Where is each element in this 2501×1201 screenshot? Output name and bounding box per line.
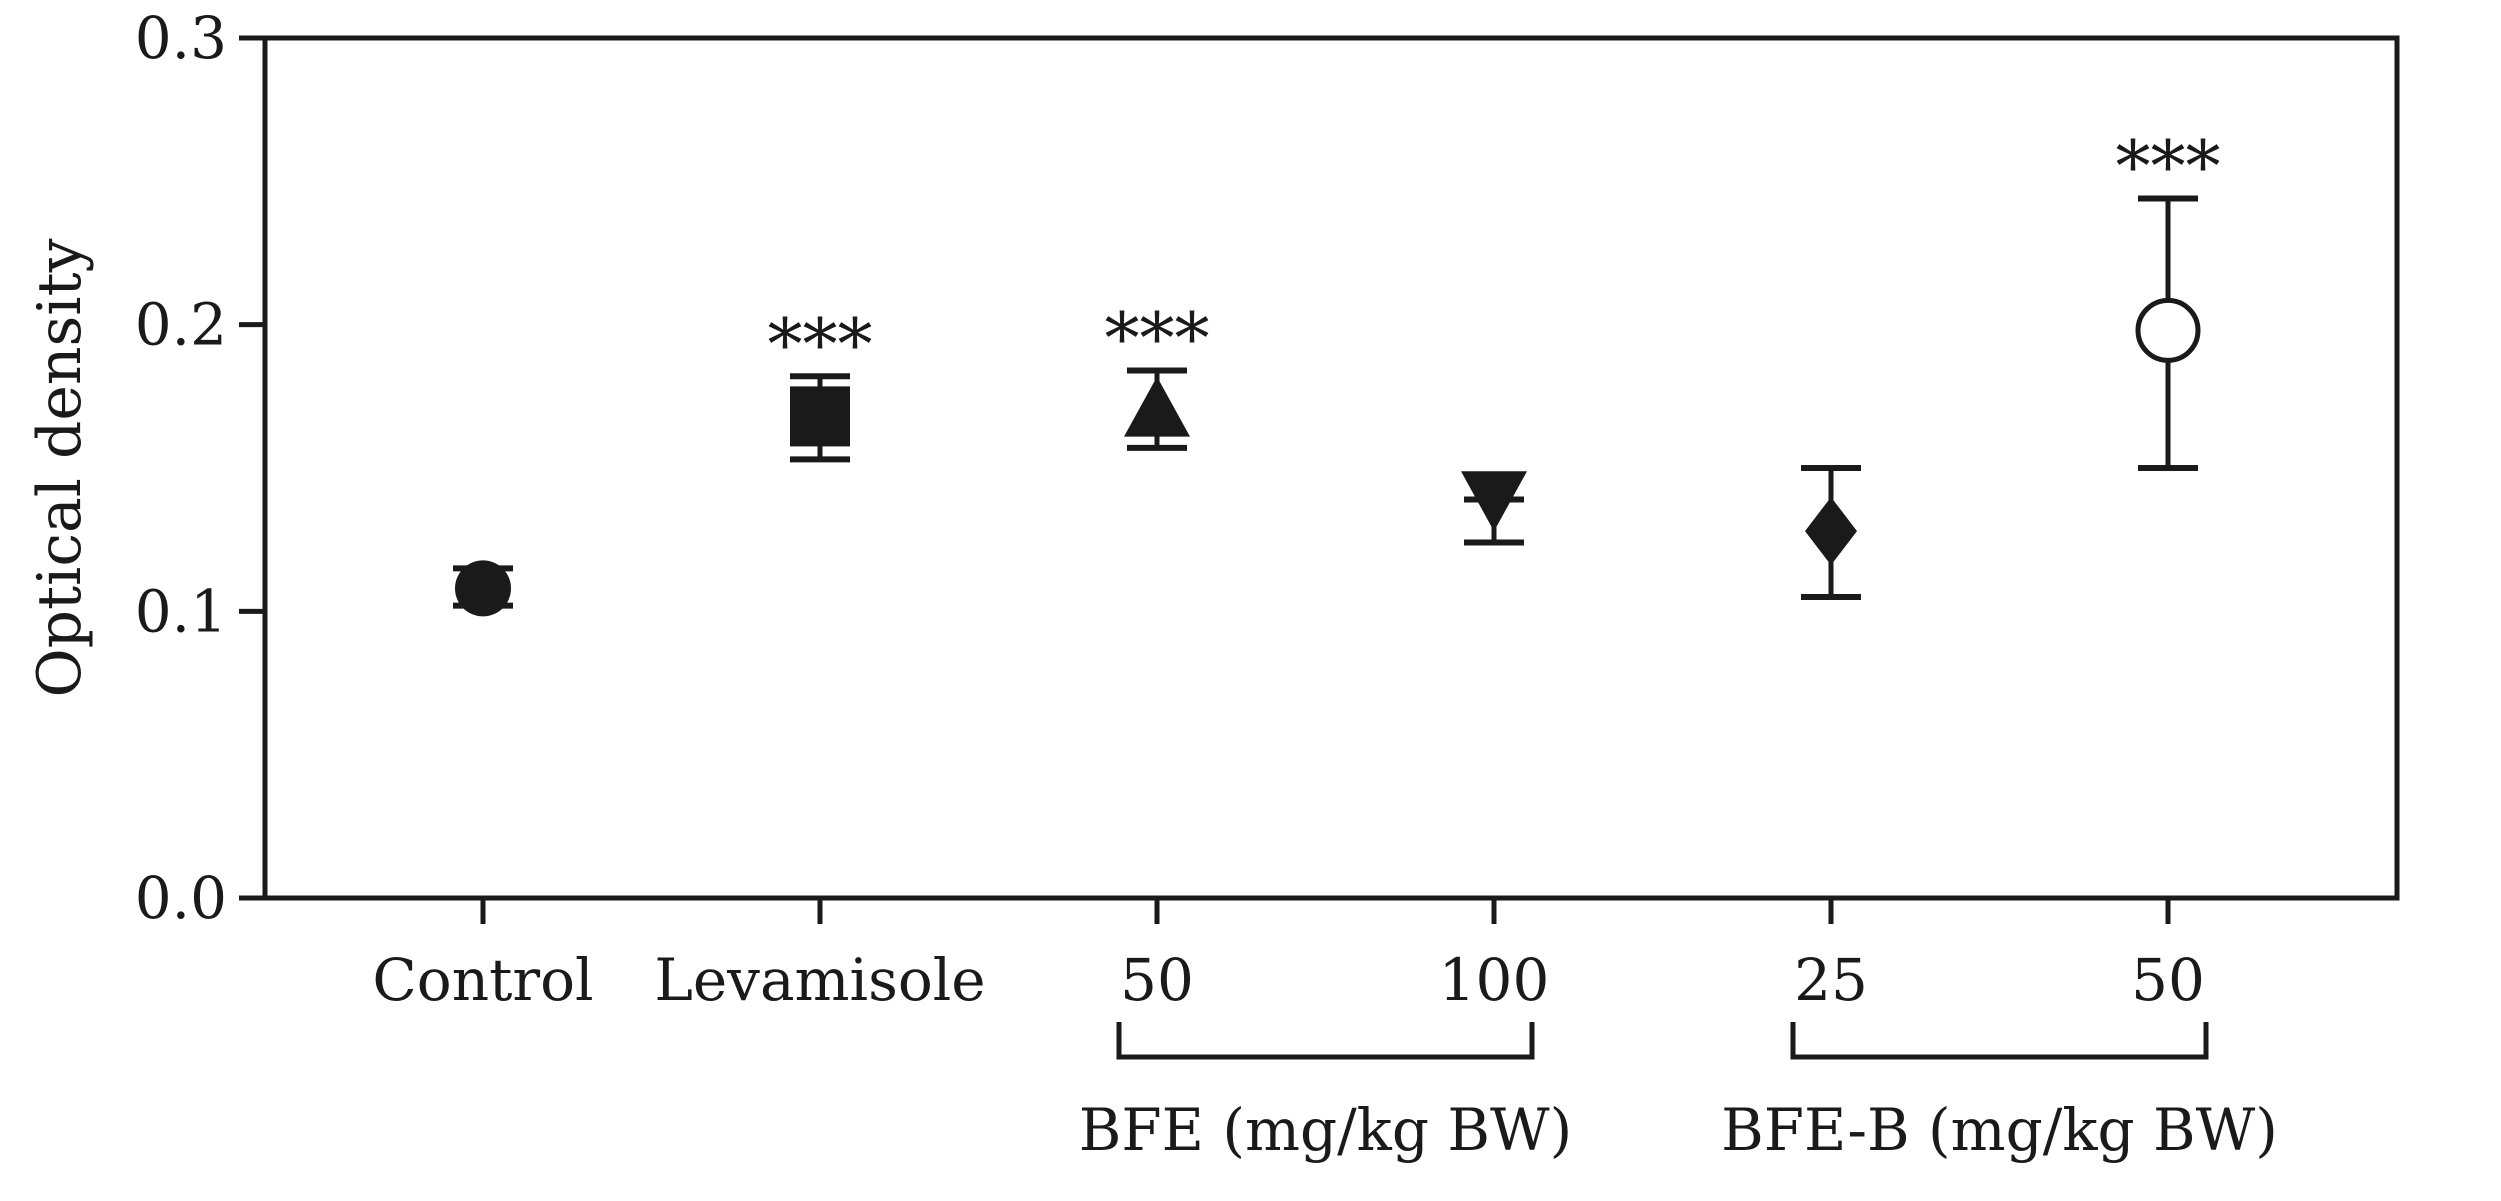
group-bracket: BFE-B (mg/kg BW) [1721, 1022, 2278, 1164]
data-markers: *** *** *** [453, 126, 2221, 617]
x-tick-label: 50 [1120, 946, 1194, 1014]
bracket-line [1790, 1022, 2209, 1060]
y-tick-label: 0.0 [135, 864, 227, 932]
x-tick-label: Levamisole [654, 946, 985, 1014]
data-point [1461, 471, 1527, 546]
significance-label: *** [768, 303, 873, 385]
group-label: BFE-B (mg/kg BW) [1721, 1096, 2278, 1164]
group-brackets: BFE (mg/kg BW) BFE-B (mg/kg BW) [1079, 1022, 2278, 1164]
significance-label: *** [1105, 298, 1210, 380]
bracket-line [1116, 1022, 1535, 1060]
data-point: *** [768, 303, 873, 463]
marker-triangle-down [1461, 471, 1527, 532]
plot-frame [262, 35, 2400, 901]
marker-triangle-up [1124, 376, 1190, 437]
x-tick-label: Control [372, 946, 593, 1014]
x-tick-label: 50 [2131, 946, 2205, 1014]
marker-diamond [1805, 497, 1857, 566]
group-bracket: BFE (mg/kg BW) [1079, 1022, 1573, 1164]
group-label: BFE (mg/kg BW) [1079, 1096, 1573, 1164]
x-tick-label: 25 [1794, 946, 1868, 1014]
y-tick-label: 0.1 [135, 577, 227, 645]
y-tick-label: 0.3 [135, 4, 227, 72]
y-tick-label: 0.2 [135, 291, 227, 359]
y-axis: 0.0 0.1 0.2 0.3 [135, 4, 265, 932]
data-point [1801, 465, 1861, 600]
data-point: *** [2116, 126, 2221, 471]
marker-filled-square [790, 386, 850, 447]
significance-label: *** [2116, 126, 2221, 208]
x-axis: Control Levamisole 50 100 25 50 [372, 898, 2205, 1014]
marker-filled-circle [455, 560, 511, 617]
data-point: *** [1105, 298, 1210, 451]
marker-open-circle [2135, 297, 2201, 363]
y-axis-label: Optical density [25, 238, 95, 697]
data-point [453, 560, 513, 617]
x-tick-label: 100 [1439, 946, 1550, 1014]
